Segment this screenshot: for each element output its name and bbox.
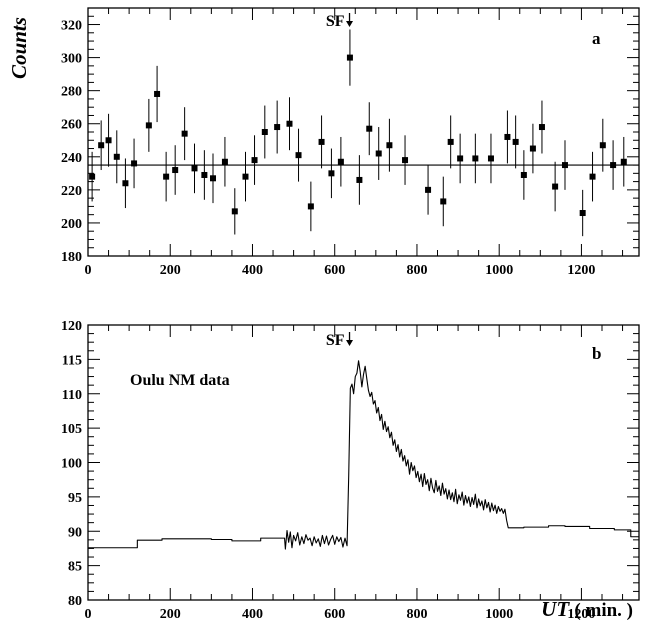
panel-a-data-point [504,133,511,140]
panel-a-data-point [599,142,606,149]
panel-a-data-point [520,171,527,178]
panel-a-xtick-label: 0 [85,263,92,278]
panel-a-data-point [122,180,129,187]
panel-b-xlabel: UT ( min. ) [541,597,633,620]
panel-b-ytick-label: 115 [62,353,82,368]
panel-a-data-point [375,150,382,157]
panel-a: 0 200 400 600 800 1000 1200 180 200 220 240 260 280 3… [7,7,640,278]
panel-b-xtick-label: 200 [160,607,181,620]
panel-b-xtick-label: 400 [242,607,263,620]
panel-a-data-point [318,138,325,145]
panel-a-data-point [579,210,586,217]
panel-a-data-point [366,125,373,132]
panel-a-data-point [274,124,281,131]
panel-b-sf-arrow-head [346,340,354,346]
panel-a-data-point [191,165,198,172]
panel-b-ytick-label: 90 [68,525,82,540]
panel-a-label: a [592,29,601,48]
panel-a-data-point [98,142,105,149]
panel-b-ytick-label: 95 [68,491,82,506]
panel-b-xtick-label: 800 [406,607,427,620]
panel-b-ytick-label: 85 [68,560,82,575]
panel-a-data-point [512,138,519,145]
panel-a-data-point [307,203,314,210]
panel-a-ytick-label: 320 [61,19,82,34]
panel-a-data-point [154,90,161,97]
panel-a-data-point [487,155,494,162]
panel-a-data-point [538,124,545,131]
panel-a-data-point [457,155,464,162]
panel-a-data-point [386,142,393,149]
panel-a-data-point [181,130,188,137]
panel-a-ylabel: Counts [7,17,31,79]
panel-a-xtick-label: 600 [324,263,345,278]
panel-a-data-point [610,162,617,169]
panel-a-data-point [172,167,179,174]
panel-a-ytick-label: 200 [61,217,82,232]
panel-a-ytick-label: 280 [61,85,82,100]
panel-b-xlabel-italic: UT [541,597,574,620]
panel-a-data-point [447,138,454,145]
panel-a-data-point [131,160,138,167]
panel-a-data-point [261,129,268,135]
panel-a-frame [87,7,640,257]
panel-a-ytick-label: 180 [61,250,82,265]
panel-b-label: b [592,344,601,363]
panel-a-data-point [402,157,409,164]
panel-a-data-point [295,152,302,159]
panel-b-series-line [88,360,639,550]
panel-b-xtick-label: 0 [85,607,92,620]
panel-b-xtick-label: 600 [324,607,345,620]
panel-a-xtick-label: 1200 [567,263,595,278]
panel-b-sf-annotation: SF [326,332,345,349]
panel-a-data-point [337,158,344,165]
panel-b-xlabel-unit: ( min. ) [574,600,633,620]
panel-a-sf-arrow-head [346,21,354,27]
panel-a-data-point [242,173,249,180]
panel-a-data-point [231,208,238,215]
panel-b-ytick-label: 80 [68,594,82,609]
panel-a-data-point [221,158,228,165]
panel-a-data-point [145,122,152,129]
panel-a-ytick-label: 220 [61,184,82,199]
panel-a-data-point [113,153,120,160]
panel-a-data-point [552,183,559,190]
panel-b-frame [87,324,640,601]
panel-a-data-point [472,155,479,162]
panel-b: 0 200 400 600 800 1000 1200 80 85 90 95 100 105 110 11… [61,319,640,620]
panel-a-data-point [210,175,217,182]
panel-a-data-point [346,54,353,61]
panel-b-ytick-label: 110 [62,388,82,403]
panel-a-data-point [589,173,596,180]
panel-b-xtick-label: 1200 [567,607,595,620]
panel-a-ytick-label: 300 [61,52,82,67]
panel-b-ytick-label: 100 [61,457,82,472]
panel-a-xtick-label: 400 [242,263,263,278]
panel-a-sf-annotation: SF [326,13,345,30]
panel-a-ytick-label: 260 [61,118,82,133]
panel-a-data-point [425,186,432,193]
panel-b-ytick-label: 105 [61,422,82,437]
panel-a-data-point [440,198,447,205]
panel-a-data-point [201,171,208,178]
panel-b-text-label: Oulu NM data [130,372,230,389]
panel-a-data-point [89,173,96,180]
panel-a-data-point [105,137,112,144]
panel-a-data-point [163,173,170,180]
panel-a-data-point [529,145,536,152]
panel-a-xtick-label: 200 [160,263,181,278]
panel-a-data-point [620,158,627,165]
panel-a-data-point [561,162,568,169]
panel-b-xtick-label: 1000 [485,607,513,620]
panel-a-xtick-label: 1000 [485,263,513,278]
panel-a-data-point [251,157,258,164]
panel-a-ytick-label: 240 [61,151,82,166]
panel-a-data-point [286,120,293,127]
panel-a-data-point [328,170,335,177]
panel-a-xtick-label: 800 [406,263,427,278]
panel-a-data-point [356,176,363,183]
panel-b-ytick-label: 120 [61,319,82,334]
